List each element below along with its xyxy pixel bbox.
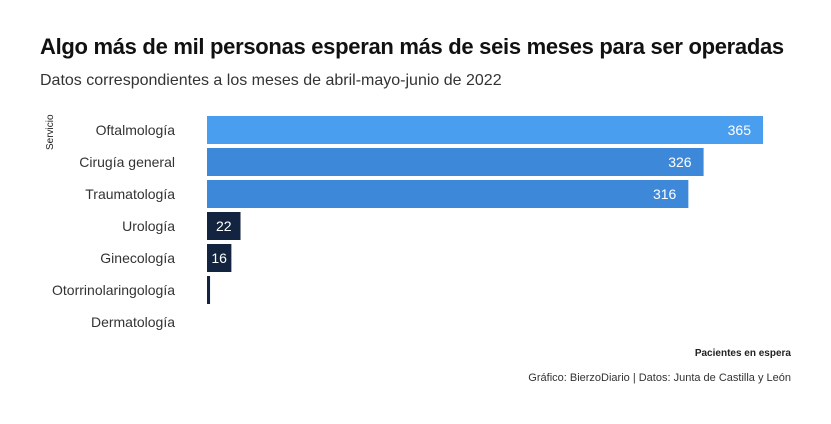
data-label: 365 bbox=[728, 122, 752, 138]
category-label: Oftalmología bbox=[96, 122, 176, 138]
bar bbox=[207, 244, 232, 272]
bar bbox=[207, 212, 241, 240]
category-label: Traumatología bbox=[85, 186, 175, 202]
bar bbox=[207, 116, 763, 144]
chart-caption: Gráfico: BierzoDiario | Datos: Junta de … bbox=[528, 372, 791, 384]
x-axis-label: Pacientes en espera bbox=[694, 348, 791, 359]
chart-subtitle: Datos correspondientes a los meses de ab… bbox=[40, 72, 502, 89]
chart-title: Algo más de mil personas esperan más de … bbox=[40, 34, 784, 59]
bar bbox=[207, 276, 211, 304]
bar bbox=[207, 148, 704, 176]
category-label: Cirugía general bbox=[79, 154, 175, 170]
category-label: Ginecología bbox=[100, 250, 175, 266]
data-label: 326 bbox=[668, 154, 692, 170]
category-label: Urología bbox=[122, 218, 175, 234]
category-label: Dermatología bbox=[91, 314, 175, 330]
data-label: 316 bbox=[653, 186, 677, 202]
category-label: Otorrinolaringología bbox=[52, 282, 175, 298]
data-label: 16 bbox=[211, 250, 227, 266]
data-label: 22 bbox=[216, 218, 232, 234]
bar bbox=[207, 180, 689, 208]
